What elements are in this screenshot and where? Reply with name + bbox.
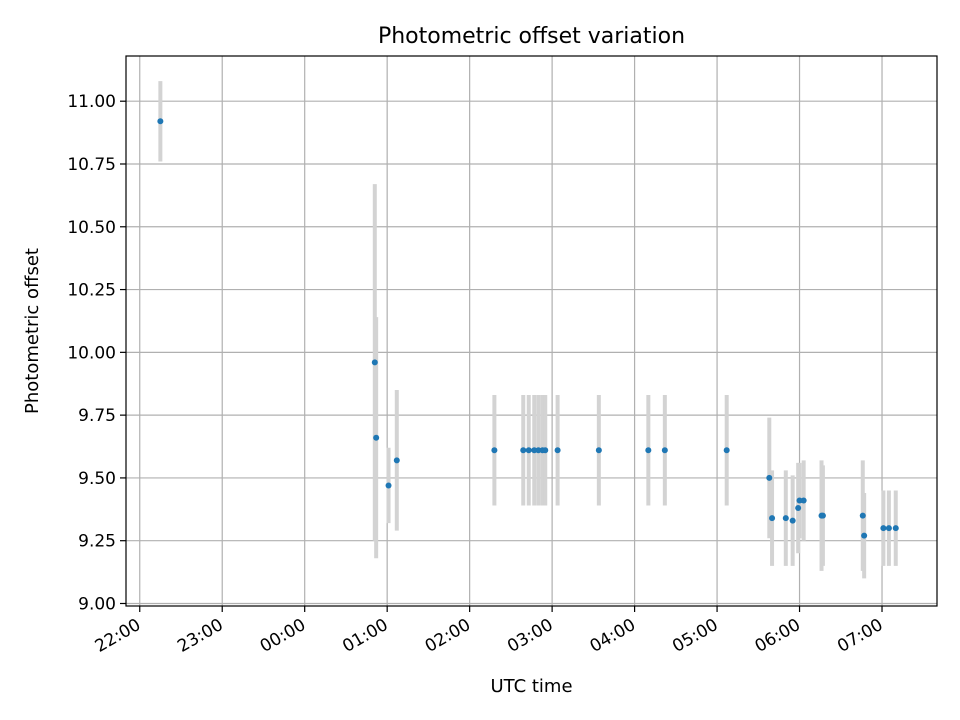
y-tick-label: 9.25 — [78, 532, 116, 552]
data-point — [723, 447, 730, 454]
data-point — [861, 532, 868, 539]
x-tick-label: 05:00 — [669, 615, 721, 657]
data-point — [520, 447, 527, 454]
data-point — [766, 474, 773, 481]
x-tick-label: 23:00 — [174, 615, 226, 657]
data-point — [535, 447, 542, 454]
x-tick-label: 00:00 — [257, 615, 309, 657]
data-point — [885, 525, 892, 532]
y-tick-label: 9.75 — [78, 406, 116, 426]
y-tick-label: 11.00 — [67, 92, 116, 112]
data-point — [892, 525, 899, 532]
data-point — [795, 505, 802, 512]
data-point — [491, 447, 498, 454]
data-point — [373, 434, 380, 441]
y-tick-label: 10.00 — [67, 343, 116, 363]
grid-lines — [126, 56, 937, 606]
data-point — [595, 447, 602, 454]
y-tick-label: 10.25 — [67, 281, 116, 301]
error-bars — [158, 81, 898, 579]
x-axis-ticks: 22:00 23:00 00:00 01:00 02:00 03:00 04:00 05:00… — [92, 606, 887, 657]
data-points — [157, 118, 899, 539]
data-point — [645, 447, 652, 454]
x-tick-label: 02:00 — [422, 615, 474, 657]
data-point — [661, 447, 668, 454]
data-point — [769, 515, 776, 522]
plot-area-frame — [125, 55, 938, 607]
x-tick-label: 04:00 — [587, 615, 639, 657]
data-point — [800, 497, 807, 504]
y-tick-label: 9.00 — [78, 594, 116, 614]
x-axis-label: UTC time — [490, 676, 572, 697]
y-tick-label: 9.50 — [78, 469, 116, 489]
data-point — [531, 447, 538, 454]
data-point — [789, 517, 796, 524]
x-tick-label: 03:00 — [504, 615, 556, 657]
data-point — [393, 457, 400, 464]
y-tick-label: 10.75 — [67, 155, 116, 175]
data-point — [542, 447, 549, 454]
data-point — [859, 512, 866, 519]
data-point — [796, 497, 803, 504]
y-tick-label: 10.50 — [67, 218, 116, 238]
data-point — [385, 482, 392, 489]
x-tick-label: 22:00 — [92, 615, 144, 657]
data-point — [371, 359, 378, 366]
chart-title: Photometric offset variation — [378, 24, 685, 49]
x-tick-label: 07:00 — [834, 615, 886, 657]
y-axis-label: Photometric offset — [22, 248, 43, 414]
x-tick-label: 06:00 — [752, 615, 804, 657]
data-point — [157, 118, 164, 125]
data-point — [880, 525, 887, 532]
x-tick-label: 01:00 — [339, 615, 391, 657]
data-point — [525, 447, 532, 454]
y-axis-ticks: 9.00 9.25 9.50 9.75 10.00 10.25 10.50 10.75 11.0… — [67, 92, 126, 614]
data-point — [782, 515, 789, 522]
data-point — [554, 447, 561, 454]
data-point — [819, 512, 826, 519]
